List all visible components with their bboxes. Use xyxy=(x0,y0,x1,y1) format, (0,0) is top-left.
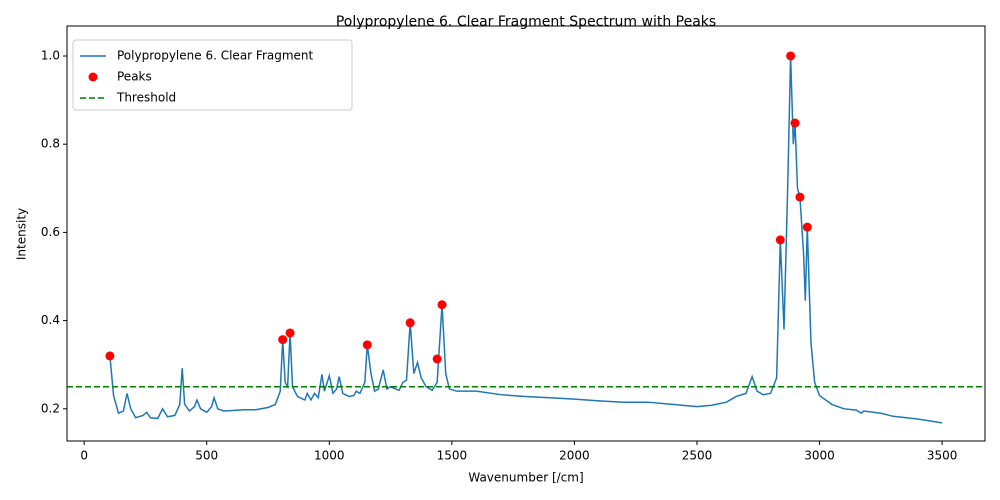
peak-point xyxy=(105,351,115,361)
plot-area xyxy=(67,51,985,424)
peak-point xyxy=(405,318,415,328)
legend-label: Threshold xyxy=(116,91,176,105)
peak-point xyxy=(795,192,805,202)
spectrum-line xyxy=(109,55,943,424)
peak-point xyxy=(437,300,447,310)
y-tick-label: 0.2 xyxy=(41,401,60,415)
legend-label: Peaks xyxy=(117,70,152,84)
x-tick-label: 1000 xyxy=(314,449,345,463)
peak-point xyxy=(285,328,295,338)
x-tick-label: 1500 xyxy=(437,449,468,463)
peak-point xyxy=(790,118,800,128)
y-tick-label: 0.4 xyxy=(41,313,60,327)
legend-marker xyxy=(88,72,98,82)
peak-point xyxy=(362,340,372,350)
plot-frame xyxy=(66,25,986,442)
peak-point xyxy=(432,354,442,364)
x-axis-label: Wavenumber [/cm] xyxy=(468,471,583,485)
y-tick-label: 0.8 xyxy=(41,137,60,151)
y-axis-label: Intensity xyxy=(15,208,29,260)
x-tick-label: 2000 xyxy=(559,449,590,463)
x-tick-label: 500 xyxy=(195,449,218,463)
x-tick-label: 3000 xyxy=(804,449,835,463)
peak-point xyxy=(775,235,785,245)
y-tick-label: 0.6 xyxy=(41,225,60,239)
y-tick-label: 1.0 xyxy=(41,48,60,62)
peak-point xyxy=(278,335,288,345)
x-tick-label: 2500 xyxy=(682,449,713,463)
legend-label: Polypropylene 6. Clear Fragment xyxy=(117,49,314,63)
x-tick-label: 0 xyxy=(80,449,88,463)
peak-point xyxy=(802,222,812,232)
legend-box xyxy=(72,39,353,111)
chart-title: Polypropylene 6. Clear Fragment Spectrum… xyxy=(336,14,716,30)
peak-point xyxy=(786,51,796,61)
x-tick-label: 3500 xyxy=(927,449,958,463)
